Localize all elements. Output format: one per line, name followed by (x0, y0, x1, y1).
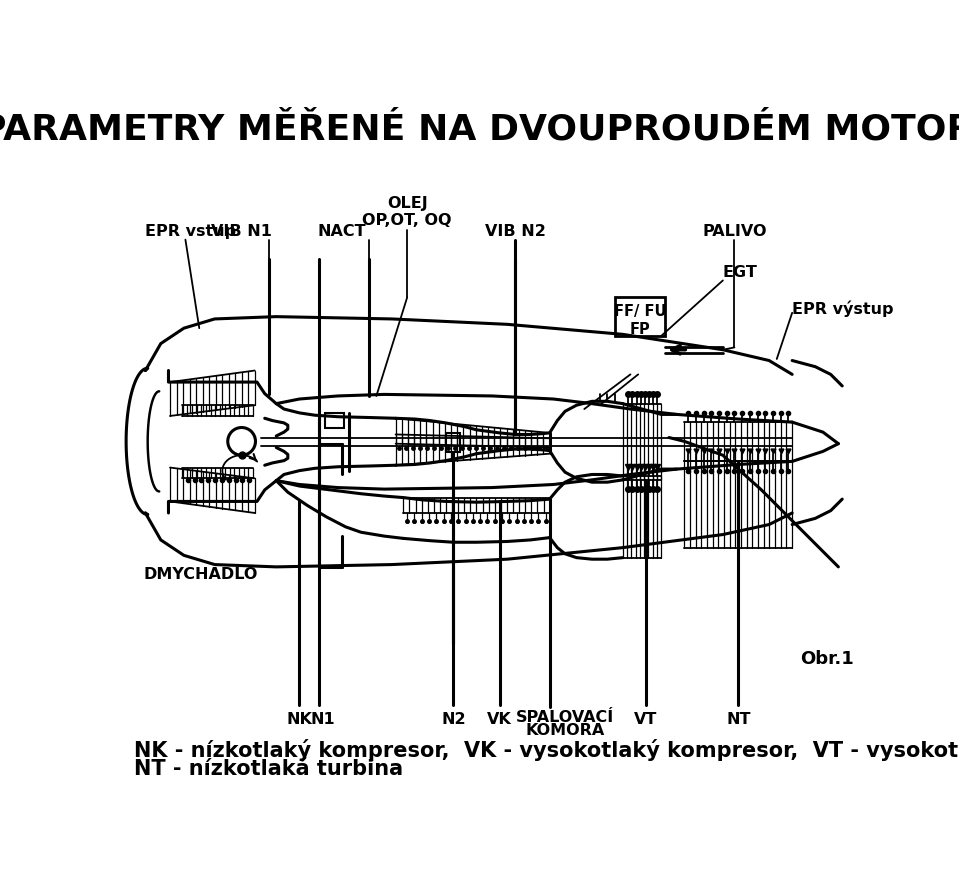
Text: VK: VK (487, 711, 512, 727)
Text: KOMORA: KOMORA (526, 724, 604, 739)
Bar (615, 297, 666, 336)
Text: EPR vstup: EPR vstup (146, 225, 237, 239)
Text: VIB N1: VIB N1 (211, 225, 272, 239)
Text: PARAMETRY MĚŘENÉ NA DVOUPROUDÉM MOTORU: PARAMETRY MĚŘENÉ NA DVOUPROUDÉM MOTORU (0, 113, 959, 147)
Bar (325, 413, 344, 428)
Text: NK: NK (287, 711, 313, 727)
Text: NACT: NACT (317, 225, 366, 239)
Text: VIB N2: VIB N2 (484, 225, 546, 239)
Text: Obr.1: Obr.1 (800, 650, 854, 669)
Bar (447, 433, 460, 452)
Text: N2: N2 (441, 711, 466, 727)
Text: SPALOVACÍ: SPALOVACÍ (516, 710, 614, 725)
Text: NT - nízkotlaká turbina: NT - nízkotlaká turbina (134, 759, 403, 779)
Text: OP,OT, OQ: OP,OT, OQ (363, 213, 452, 228)
Text: NK - nízkotlaký kompresor,  VK - vysokotlaký kompresor,  VT - vysokotlaká turbin: NK - nízkotlaký kompresor, VK - vysokotl… (134, 739, 959, 761)
Text: EPR výstup: EPR výstup (792, 301, 894, 317)
Text: FF/ FU
FP: FF/ FU FP (614, 304, 667, 336)
Text: N1: N1 (310, 711, 335, 727)
Text: PALIVO: PALIVO (702, 225, 766, 239)
Text: EGT: EGT (723, 265, 758, 281)
Text: DMYCHADLO: DMYCHADLO (144, 567, 258, 582)
Text: OLEJ: OLEJ (386, 196, 428, 211)
Text: VT: VT (634, 711, 658, 727)
Text: NT: NT (726, 711, 751, 727)
